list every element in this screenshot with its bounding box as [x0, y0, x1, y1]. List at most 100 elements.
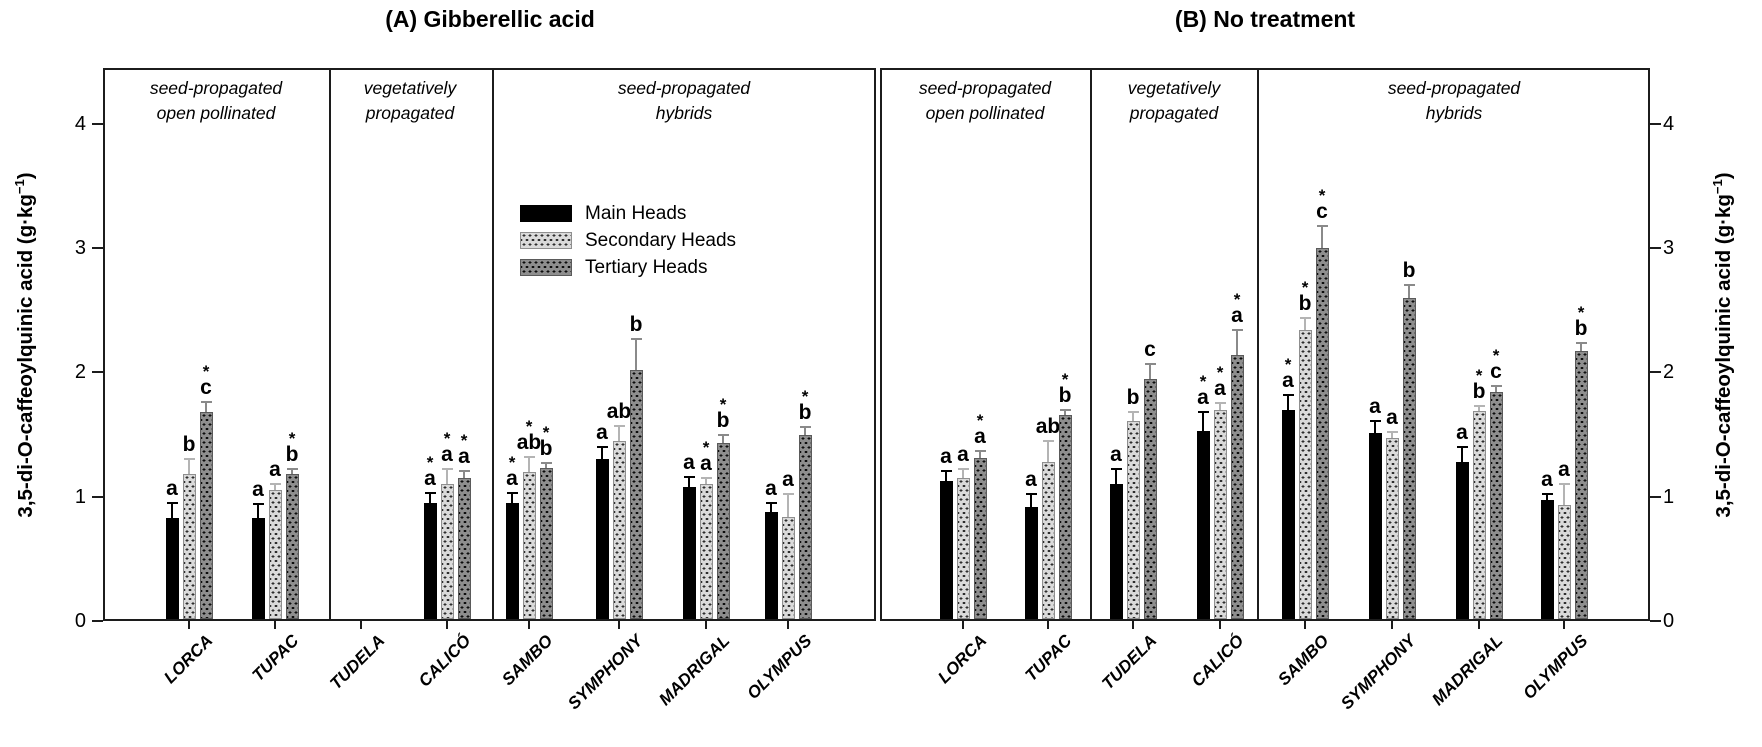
sig-letter-a-calicó-main: * a: [400, 452, 460, 489]
bar-b-symphony-main: [1368, 433, 1382, 619]
x-tick-olympus: [1563, 621, 1565, 629]
y-tick-right: [1650, 371, 1661, 374]
sig-star: *: [1284, 354, 1292, 374]
sig-letter-text: a: [700, 452, 712, 476]
y-tick-label-right: 0: [1663, 610, 1675, 632]
error-bar-b-tudela-main: [1115, 469, 1117, 485]
section-header-line: seed-propagated: [918, 78, 1052, 98]
sig-letter-b-lorca-tertiary: * a: [950, 412, 1010, 447]
bar-b-tudela-main: [1109, 484, 1123, 619]
error-cap-b-sambo-secondary: [1299, 316, 1311, 319]
sig-letter-text: b: [1402, 259, 1416, 283]
sig-letter-a-tupac-main: a: [228, 479, 288, 500]
panel-b-section-3-header: seed-propagated hybrids: [1329, 76, 1579, 125]
sig-letter-text: a: [269, 458, 281, 482]
bar-b-tupac-secondary: [1041, 461, 1055, 619]
error-bar-a-calicó-tertiary: [463, 470, 465, 479]
sig-letter-text: b: [539, 437, 553, 461]
legend: Main Heads Secondary Heads Tertiary Head…: [520, 203, 736, 286]
sig-letter-a-lorca-tertiary: * c: [176, 363, 236, 400]
panel-a-section-2-header: vegetatively propagated: [285, 76, 535, 125]
error-cap-a-olympus-secondary: [782, 493, 794, 496]
bar-a-madrigal-secondary: [699, 484, 713, 619]
sig-letter-b-olympus-tertiary: * b: [1551, 304, 1611, 339]
y-tick-left: [92, 495, 103, 498]
sig-letter-b-calicó-secondary: * a: [1190, 363, 1250, 401]
error-cap-b-sambo-main: [1282, 393, 1294, 396]
error-bar-b-symphony-tertiary: [1408, 285, 1410, 298]
sig-star: *: [702, 438, 710, 458]
sig-letter-a-tupac-tertiary: * b: [262, 430, 322, 465]
sig-star: *: [542, 423, 550, 443]
y-tick-label-left: 2: [74, 361, 86, 384]
sig-letter-b-symphony-main: a: [1345, 396, 1405, 417]
x-tick-symphony: [618, 621, 620, 629]
sig-star: *: [1216, 363, 1224, 383]
error-bar-b-lorca-secondary: [962, 469, 964, 479]
error-bar-a-tupac-secondary: [274, 484, 276, 491]
sig-star: *: [1475, 365, 1483, 385]
error-bar-a-lorca-secondary: [188, 459, 190, 475]
sig-letter-text: a: [1282, 368, 1294, 392]
sig-letter-a-symphony-main: a: [572, 422, 632, 443]
bar-a-sambo-secondary: [522, 471, 536, 619]
error-cap-a-symphony-tertiary: [630, 337, 642, 340]
error-cap-b-madrigal-secondary: [1473, 404, 1485, 407]
y-tick-left: [92, 371, 103, 374]
error-cap-a-lorca-tertiary: [200, 401, 212, 404]
sig-letter-text: ab: [606, 399, 632, 423]
sig-letter-text: a: [765, 476, 777, 500]
sig-letter-b-olympus-main: a: [1517, 469, 1577, 490]
sig-star: *: [801, 387, 809, 407]
error-cap-a-calicó-tertiary: [458, 469, 470, 472]
error-cap-b-calicó-secondary: [1214, 402, 1226, 405]
sig-letter-text: c: [200, 376, 212, 400]
bar-a-lorca-secondary: [182, 474, 196, 619]
sig-star: *: [426, 452, 434, 472]
sig-letter-b-sambo-main: * a: [1258, 354, 1318, 392]
sig-letter-a-madrigal-tertiary: * b: [693, 396, 753, 431]
sig-letter-b-tupac-tertiary: * b: [1035, 371, 1095, 406]
bar-b-sambo-main: [1281, 409, 1295, 619]
sig-letter-b-tudela-main: a: [1086, 444, 1146, 465]
error-bar-a-tupac-main: [257, 504, 259, 518]
panel-a-frame: [103, 68, 876, 621]
error-cap-b-tudela-secondary: [1127, 411, 1139, 414]
sig-letter-text: a: [1214, 377, 1226, 401]
sig-letter-b-tudela-tertiary: c: [1120, 339, 1180, 360]
sig-letter-text: a: [1231, 304, 1243, 328]
error-bar-a-calicó-main: [429, 492, 431, 503]
y-tick-right: [1650, 495, 1661, 498]
sig-letter-a-tupac-secondary: a: [245, 459, 305, 480]
legend-swatch-tertiary-heads: [520, 259, 572, 276]
bar-b-olympus-tertiary: [1574, 351, 1588, 619]
bar-b-lorca-secondary: [956, 478, 970, 619]
error-bar-b-olympus-secondary: [1563, 484, 1565, 506]
legend-swatch-secondary-heads: [520, 232, 572, 249]
sig-letter-text: b: [182, 433, 196, 457]
bar-b-calicó-main: [1196, 430, 1210, 619]
bar-b-madrigal-tertiary: [1489, 392, 1503, 619]
legend-label-main-heads: Main Heads: [585, 203, 687, 224]
x-tick-tudela: [360, 621, 362, 629]
bar-a-lorca-tertiary: [199, 412, 213, 619]
bar-b-olympus-secondary: [1557, 505, 1571, 619]
bar-b-tupac-main: [1024, 506, 1038, 619]
error-bar-a-madrigal-secondary: [705, 478, 707, 485]
error-bar-b-tupac-tertiary: [1064, 409, 1066, 415]
sig-letter-a-madrigal-main: a: [659, 452, 719, 473]
y-tick-left: [92, 620, 103, 622]
error-cap-b-sambo-tertiary: [1316, 224, 1328, 227]
panel-a-section-divider-2: [492, 70, 494, 619]
sig-letter-text: a: [1386, 406, 1398, 430]
y-tick-right: [1650, 122, 1661, 125]
x-tick-tupac: [1047, 621, 1049, 629]
y-tick-right: [1650, 620, 1661, 622]
error-bar-b-tudela-secondary: [1132, 412, 1134, 421]
error-bar-a-sambo-tertiary: [545, 463, 547, 469]
error-cap-a-symphony-secondary: [613, 424, 625, 427]
legend-item-main-heads: Main Heads: [520, 203, 736, 224]
y-axis-title-right-text: 3,5-di-O-caffeoylquinic acid (g·kg: [1711, 194, 1735, 518]
error-cap-a-tupac-secondary: [269, 483, 281, 486]
panel-b-section-divider-1: [1090, 70, 1092, 619]
